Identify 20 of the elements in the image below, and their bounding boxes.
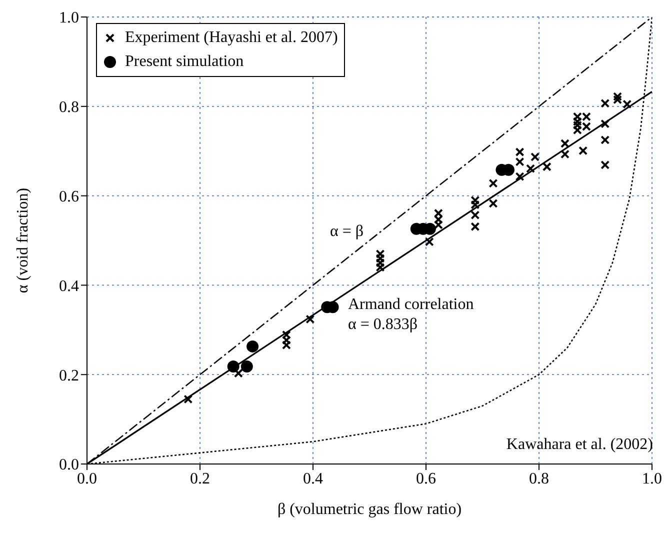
annotation: Armand correlation xyxy=(348,296,474,314)
legend-label: Present simulation xyxy=(125,52,244,72)
annotation: α = 0.833β xyxy=(348,316,418,334)
x-tick-label: 0.4 xyxy=(303,470,323,488)
x-tick-label: 0.0 xyxy=(77,470,97,488)
y-tick-label: 0.8 xyxy=(59,99,79,116)
x-tick-label: 1.0 xyxy=(642,470,662,488)
x-tick-label: 0.6 xyxy=(416,470,436,488)
legend-label: Experiment (Hayashi et al. 2007) xyxy=(125,28,338,48)
x-tick-label: 0.2 xyxy=(190,470,210,488)
annotation: α = β xyxy=(330,223,364,241)
x-axis-title: β (volumetric gas flow ratio) xyxy=(277,501,462,518)
annotation: Kawahara et al. (2002) xyxy=(506,436,653,454)
y-tick-label: 0.0 xyxy=(59,456,79,474)
y-axis-title: α (void fraction) xyxy=(14,188,32,294)
y-tick-label: 0.4 xyxy=(59,278,79,295)
x-tick-label: 0.8 xyxy=(529,470,549,488)
y-tick-label: 0.6 xyxy=(59,188,79,206)
y-tick-label: 0.2 xyxy=(59,367,79,384)
y-tick-label: 1.0 xyxy=(59,10,79,27)
